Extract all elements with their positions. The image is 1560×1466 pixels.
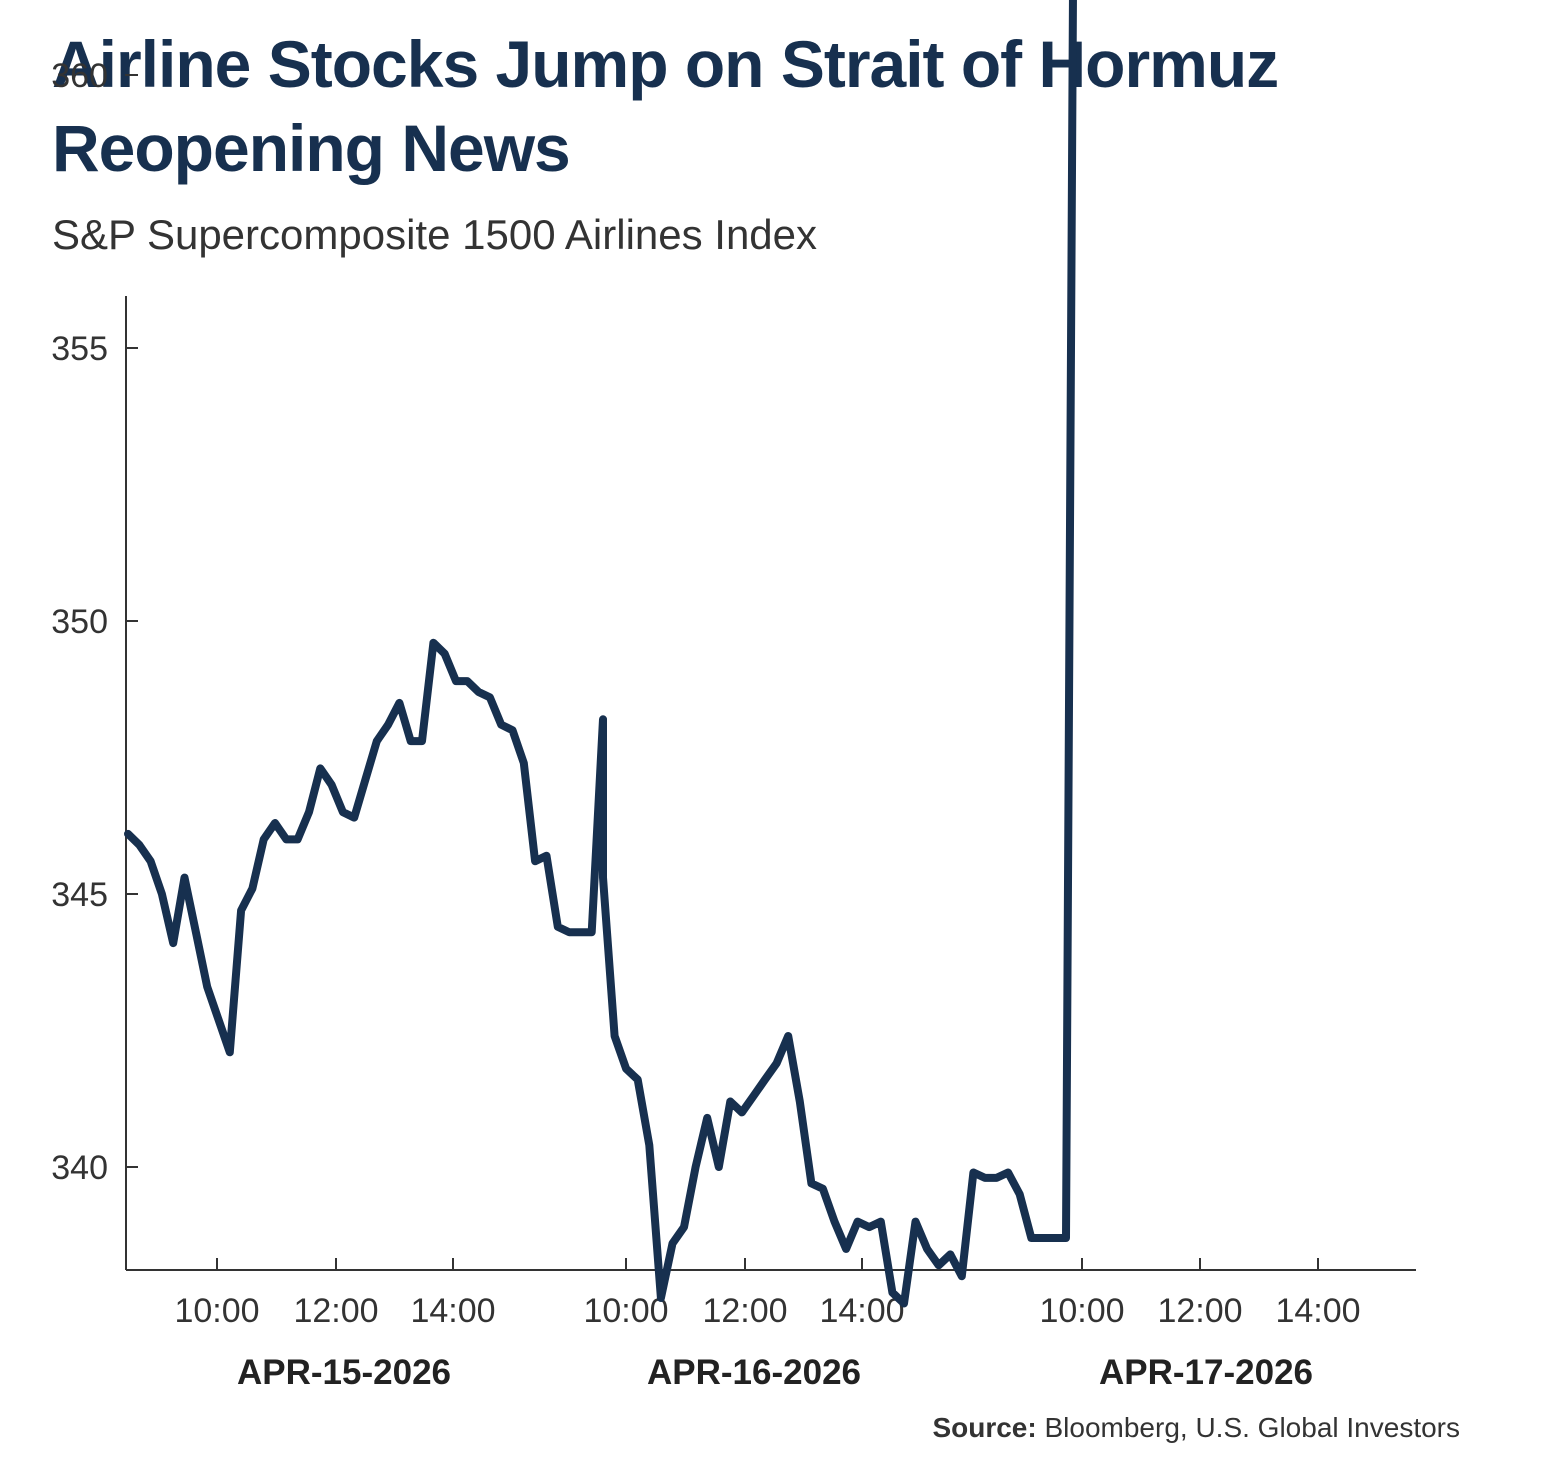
y-tick-label: 350 [51, 603, 108, 641]
series-line [124, 0, 1077, 1308]
date-label: APR-17-2026 [1099, 1353, 1313, 1392]
y-axis-ticks: 340345350355360365370 [51, 57, 138, 1187]
plot-area [124, 0, 1077, 1308]
x-tick-label: 14:00 [410, 1292, 495, 1330]
source-label: Source: [932, 1412, 1037, 1443]
x-tick-label: 12:00 [1157, 1292, 1242, 1330]
y-tick-label: 360 [51, 57, 108, 95]
x-tick-label: 12:00 [293, 1292, 378, 1330]
y-tick-label: 345 [51, 876, 108, 914]
date-labels: APR-15-2026 APR-16-2026 APR-17-2026 [237, 1353, 1313, 1392]
x-axis-ticks: 10:00 12:00 14:00 10:00 12:00 14:00 10:00 12:00… [174, 1258, 1361, 1330]
chart-subtitle: S&P Supercomposite 1500 Airlines Index [52, 211, 818, 258]
y-tick-label: 340 [51, 1149, 108, 1187]
x-tick-label: 10:00 [1039, 1292, 1124, 1330]
date-label: APR-16-2026 [647, 1353, 861, 1392]
x-tick-label: 14:00 [1275, 1292, 1360, 1330]
source-note: Source: Bloomberg, U.S. Global Investors [932, 1408, 1460, 1448]
y-tick-label: 355 [51, 330, 108, 368]
x-tick-label: 10:00 [174, 1292, 259, 1330]
date-label: APR-15-2026 [237, 1353, 451, 1392]
x-tick-label: 12:00 [702, 1292, 787, 1330]
source-text: Bloomberg, U.S. Global Investors [1044, 1412, 1460, 1443]
x-tick-label: 10:00 [583, 1292, 668, 1330]
x-tick-label: 14:00 [819, 1292, 904, 1330]
